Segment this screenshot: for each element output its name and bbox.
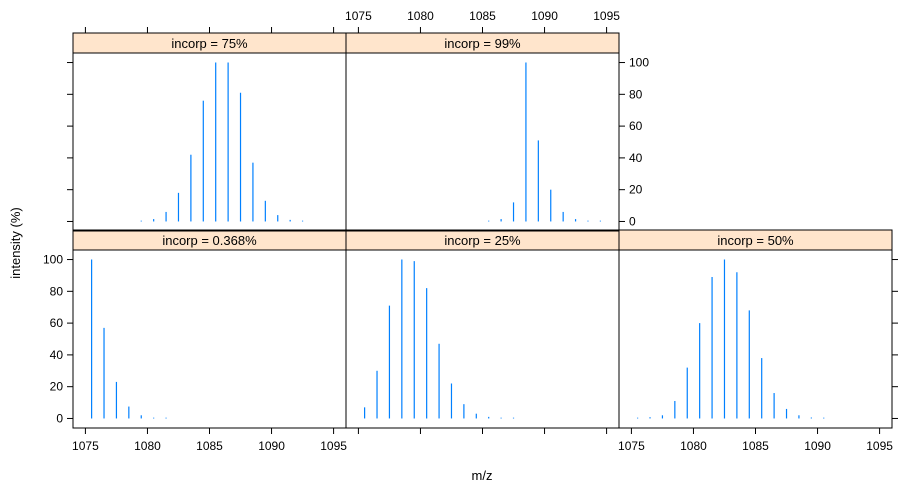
x-tick-label-col2-3: 1090 bbox=[804, 439, 831, 453]
y-tick-label-row1-4: 80 bbox=[50, 284, 64, 298]
x-tick-label-col1-2: 1085 bbox=[469, 9, 496, 23]
x-tick-label-col1-3: 1090 bbox=[531, 9, 558, 23]
y-tick-label-row1-2: 40 bbox=[50, 348, 64, 362]
x-tick-label-col0-0: 1075 bbox=[72, 439, 99, 453]
panel-frame-2 bbox=[618, 249, 893, 429]
y-tick-label-row0-0: 0 bbox=[629, 214, 636, 228]
y-tick-label-row1-0: 0 bbox=[56, 411, 63, 425]
strip-label-panel-3: incorp = 75% bbox=[171, 36, 248, 51]
strip-label-panel-1: incorp = 25% bbox=[444, 233, 521, 248]
x-tick-label-col0-2: 1085 bbox=[196, 439, 223, 453]
x-tick-label-col2-4: 1095 bbox=[866, 439, 893, 453]
x-tick-label-col0-3: 1090 bbox=[258, 439, 285, 453]
y-axis-title: intensity (%) bbox=[8, 207, 23, 279]
x-axis-title: m/z bbox=[472, 468, 493, 483]
y-tick-label-row1-5: 100 bbox=[43, 253, 63, 267]
y-tick-label-row0-1: 20 bbox=[629, 183, 643, 197]
strip-label-panel-0: incorp = 0.368% bbox=[162, 233, 257, 248]
x-tick-label-col2-0: 1075 bbox=[618, 439, 645, 453]
strip-label-panel-2: incorp = 50% bbox=[717, 233, 794, 248]
y-tick-label-row0-2: 40 bbox=[629, 151, 643, 165]
panel-frame-1 bbox=[345, 249, 620, 429]
x-tick-label-col0-1: 1080 bbox=[134, 439, 161, 453]
x-tick-label-col1-1: 1080 bbox=[407, 9, 434, 23]
y-tick-label-row0-4: 80 bbox=[629, 87, 643, 101]
panel-frame-4 bbox=[345, 52, 620, 232]
x-tick-label-col0-4: 1095 bbox=[320, 439, 347, 453]
panel-frame-0 bbox=[72, 249, 347, 429]
y-tick-label-row0-5: 100 bbox=[629, 56, 649, 70]
strip-label-panel-4: incorp = 99% bbox=[444, 36, 521, 51]
x-tick-label-col2-1: 1080 bbox=[680, 439, 707, 453]
y-tick-label-row1-1: 20 bbox=[50, 380, 64, 394]
y-tick-label-row0-3: 60 bbox=[629, 119, 643, 133]
panel-frame-3 bbox=[72, 52, 347, 232]
x-tick-label-col1-4: 1095 bbox=[593, 9, 620, 23]
x-tick-label-col1-0: 1075 bbox=[345, 9, 372, 23]
x-tick-label-col2-2: 1085 bbox=[742, 439, 769, 453]
y-tick-label-row1-3: 60 bbox=[50, 316, 64, 330]
